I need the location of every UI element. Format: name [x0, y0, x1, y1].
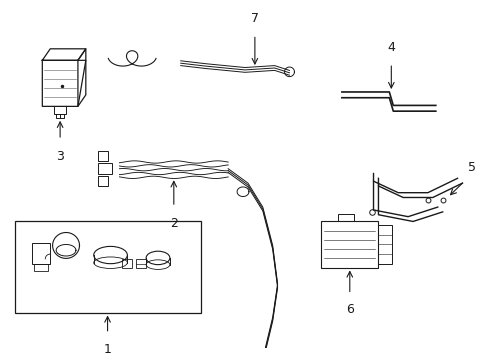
Bar [98, 176, 107, 186]
Text: 3: 3 [56, 149, 64, 162]
Bar [321, 221, 378, 267]
Bar [54, 106, 66, 114]
Bar [34, 264, 48, 271]
Bar [32, 243, 50, 264]
Bar [60, 114, 64, 118]
Bar [136, 259, 146, 269]
Bar [15, 221, 200, 312]
Text: 2: 2 [169, 217, 177, 230]
Text: 7: 7 [250, 12, 258, 25]
Text: 6: 6 [345, 303, 353, 316]
Bar [378, 225, 391, 264]
Bar [98, 152, 107, 161]
Text: 1: 1 [103, 343, 111, 356]
Bar [56, 114, 60, 118]
Text: 5: 5 [468, 161, 475, 174]
Text: 4: 4 [386, 41, 394, 54]
Bar [98, 163, 111, 175]
Bar [122, 259, 132, 269]
Bar [338, 214, 353, 221]
